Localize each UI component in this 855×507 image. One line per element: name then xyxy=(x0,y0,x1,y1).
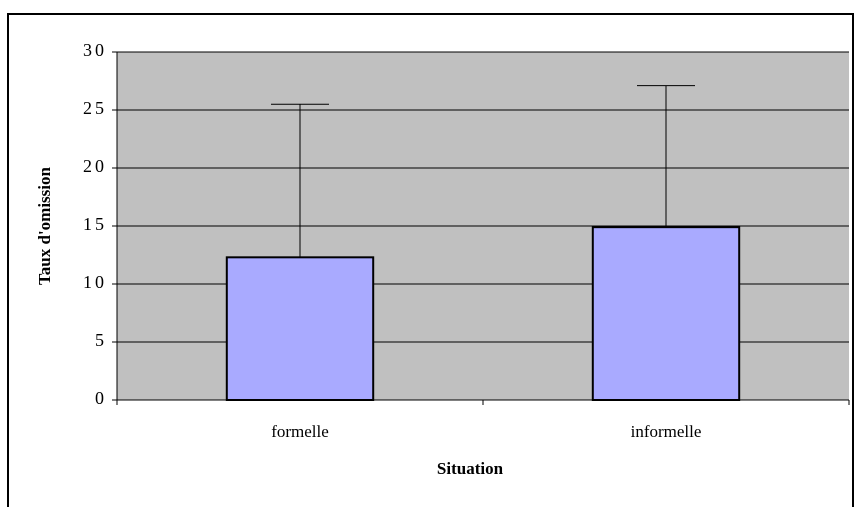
x-tick-label: formelle xyxy=(271,422,329,441)
y-tick-label: 15 xyxy=(83,214,107,234)
y-tick-label: 25 xyxy=(83,98,107,118)
bar xyxy=(225,256,375,401)
y-axis-title: Taux d'omission xyxy=(35,166,54,284)
y-tick-label: 5 xyxy=(95,330,107,350)
y-tick-label: 10 xyxy=(83,272,107,292)
x-tick-label: informelle xyxy=(631,422,702,441)
y-tick-label: 30 xyxy=(83,40,107,60)
x-axis-title: Situation xyxy=(437,459,504,478)
y-tick-label: 20 xyxy=(83,156,107,176)
y-tick-label: 0 xyxy=(95,388,107,408)
bar xyxy=(591,226,741,401)
chart-frame xyxy=(7,13,854,507)
